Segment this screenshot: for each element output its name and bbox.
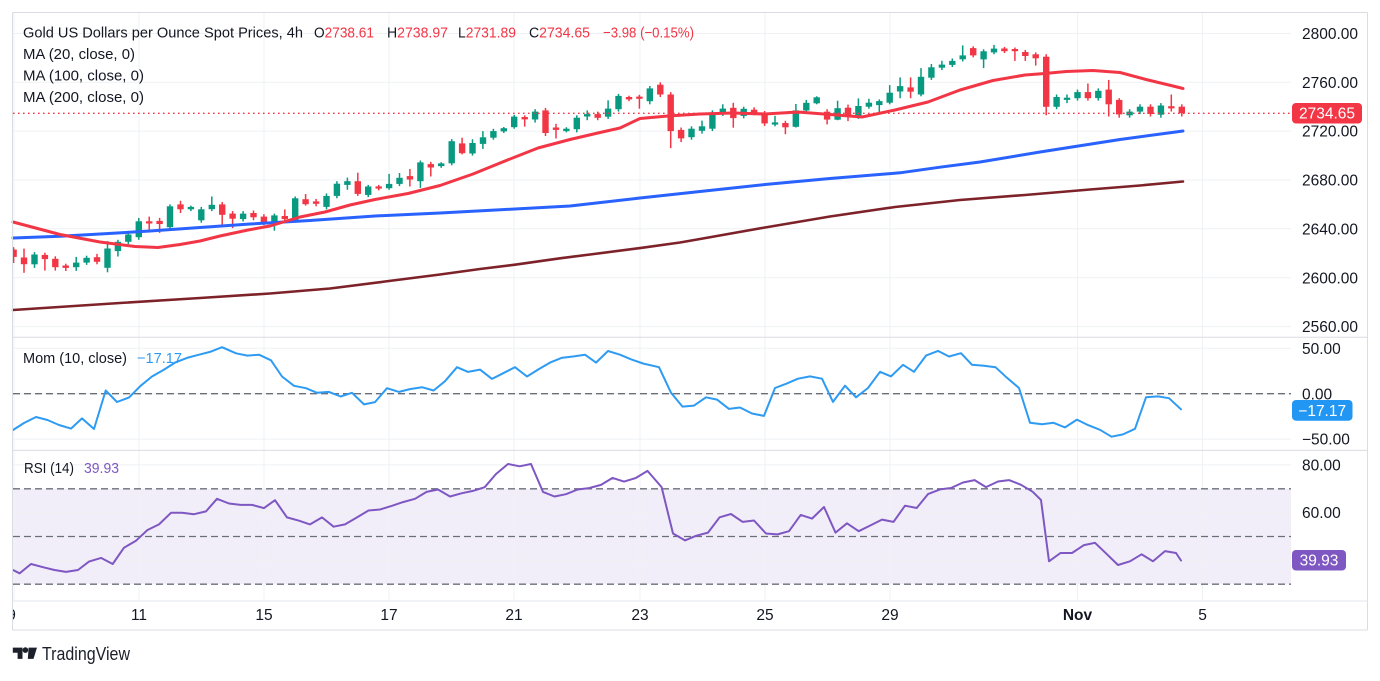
svg-text:29: 29: [881, 607, 898, 624]
svg-text:O2738.61: O2738.61: [314, 25, 374, 42]
svg-text:17: 17: [380, 607, 397, 624]
svg-text:MA (20, close, 0): MA (20, close, 0): [23, 46, 135, 63]
svg-text:TradingView: TradingView: [42, 643, 131, 664]
svg-text:2640.00: 2640.00: [1302, 221, 1358, 238]
svg-text:2600.00: 2600.00: [1302, 270, 1358, 287]
svg-text:2734.65: 2734.65: [1299, 106, 1355, 123]
svg-text:−17.17: −17.17: [1298, 403, 1346, 420]
svg-text:C2734.65: C2734.65: [529, 25, 590, 42]
svg-text:MA (100, close, 0): MA (100, close, 0): [23, 68, 144, 85]
svg-text:RSI (14): RSI (14): [24, 460, 74, 477]
svg-text:39.93: 39.93: [1300, 553, 1339, 570]
svg-text:0.00: 0.00: [1302, 386, 1333, 403]
svg-text:2560.00: 2560.00: [1302, 319, 1358, 336]
svg-text:2680.00: 2680.00: [1302, 173, 1358, 190]
svg-text:Mom (10, close): Mom (10, close): [23, 350, 127, 367]
svg-text:25: 25: [756, 607, 773, 624]
svg-text:50.00: 50.00: [1302, 341, 1341, 358]
svg-text:80.00: 80.00: [1302, 458, 1341, 475]
svg-text:−17.17: −17.17: [137, 350, 182, 367]
svg-text:MA (200, close, 0): MA (200, close, 0): [23, 89, 144, 106]
svg-text:Gold US Dollars per Ounce Spot: Gold US Dollars per Ounce Spot Prices, 4…: [23, 25, 303, 42]
svg-text:21: 21: [505, 607, 522, 624]
svg-text:15: 15: [255, 607, 272, 624]
svg-text:L2731.89: L2731.89: [458, 25, 516, 42]
svg-text:2760.00: 2760.00: [1302, 75, 1358, 92]
svg-text:−50.00: −50.00: [1302, 432, 1350, 449]
svg-text:23: 23: [631, 607, 648, 624]
svg-text:60.00: 60.00: [1302, 505, 1341, 522]
svg-text:H2738.97: H2738.97: [387, 25, 448, 42]
svg-text:Nov: Nov: [1063, 607, 1093, 624]
svg-text:2800.00: 2800.00: [1302, 26, 1358, 43]
svg-text:11: 11: [131, 607, 147, 624]
svg-text:39.93: 39.93: [84, 460, 119, 477]
svg-text:−3.98 (−0.15%): −3.98 (−0.15%): [603, 25, 694, 42]
svg-text:2720.00: 2720.00: [1302, 124, 1358, 141]
svg-text:5: 5: [1198, 607, 1207, 624]
